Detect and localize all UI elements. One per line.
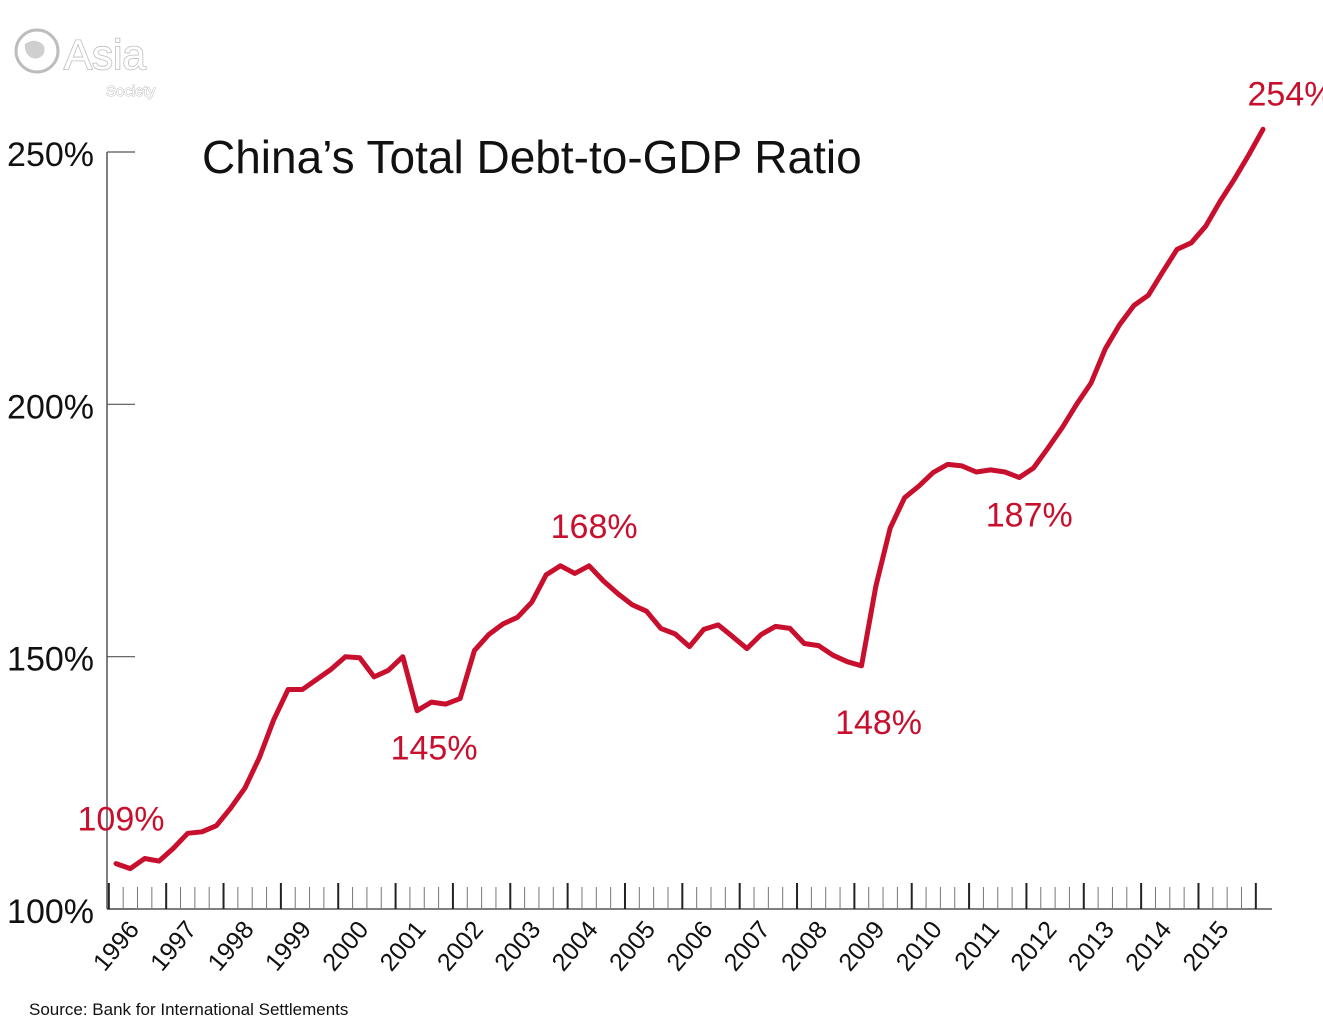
x-tick-label: 2004 bbox=[547, 916, 604, 977]
x-tick-label: 2002 bbox=[432, 916, 489, 977]
y-tick-label: 200% bbox=[7, 388, 94, 426]
globe-continent-shape bbox=[24, 40, 45, 59]
value-annotation: 187% bbox=[986, 497, 1073, 535]
x-axis-labels: 1996 1997 1998 1999 2000 2001 2002 2003 2004 2005… bbox=[88, 916, 1235, 977]
chart-title: China’s Total Debt-to-GDP Ratio bbox=[202, 131, 862, 183]
x-tick-label: 2000 bbox=[317, 916, 374, 977]
x-tick-label: 2003 bbox=[489, 916, 546, 977]
value-annotation: 148% bbox=[835, 704, 922, 742]
x-tick-label: 1997 bbox=[145, 916, 202, 977]
y-axis-ticks: 100% 150% 200% 250% bbox=[7, 136, 135, 931]
value-annotation: 254% bbox=[1248, 75, 1323, 113]
source-note: Source: Bank for International Settlemen… bbox=[29, 1000, 348, 1019]
x-axis-ticks bbox=[107, 883, 1257, 909]
x-tick-label: 2001 bbox=[374, 916, 431, 977]
value-annotation: 109% bbox=[78, 801, 165, 839]
x-tick-label: 2009 bbox=[833, 916, 890, 977]
y-tick-label: 100% bbox=[7, 893, 94, 931]
x-tick-label: 1998 bbox=[202, 916, 259, 977]
y-tick-label: 250% bbox=[7, 136, 94, 174]
x-tick-label: 2011 bbox=[949, 916, 1005, 975]
x-tick-label: 2010 bbox=[891, 916, 948, 977]
x-tick-label: 2015 bbox=[1177, 916, 1234, 977]
x-tick-label: 2005 bbox=[604, 916, 661, 977]
x-tick-label: 1999 bbox=[260, 916, 317, 977]
logo: Asia Society bbox=[14, 28, 156, 101]
logo-name: Asia bbox=[64, 31, 146, 78]
value-annotation: 145% bbox=[391, 730, 478, 768]
x-tick-label: 2008 bbox=[776, 916, 833, 977]
value-annotations: 109% 145% 168% 148% 187% 254% bbox=[78, 75, 1323, 838]
x-tick-label: 2006 bbox=[661, 916, 718, 977]
x-tick-label: 2013 bbox=[1063, 916, 1120, 977]
value-annotation: 168% bbox=[551, 508, 638, 546]
x-tick-label: 2012 bbox=[1005, 916, 1062, 977]
x-tick-label: 2007 bbox=[719, 916, 776, 977]
x-tick-label: 1996 bbox=[88, 916, 145, 977]
debt-ratio-line bbox=[113, 126, 1266, 872]
y-tick-label: 150% bbox=[7, 641, 94, 679]
logo-subtitle: Society bbox=[106, 83, 156, 100]
x-tick-label: 2014 bbox=[1120, 916, 1177, 977]
